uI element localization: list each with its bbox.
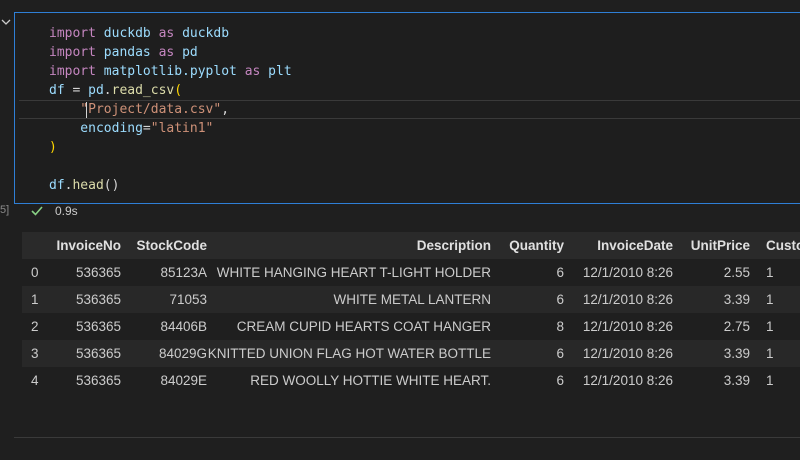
- current-line-highlight: [19, 100, 800, 119]
- header-background: [22, 232, 800, 259]
- code-token: matplotlib.pyplot: [95, 64, 245, 79]
- table-cell: 84406B: [160, 319, 207, 334]
- code-editor[interactable]: [19, 14, 800, 200]
- row-index: 1: [31, 292, 39, 307]
- column-header: InvoiceDate: [597, 238, 673, 253]
- table-cell: 12/1/2010 8:26: [582, 373, 673, 388]
- code-token: .: [64, 178, 73, 193]
- table-cell: 1: [766, 319, 774, 334]
- code-token: import: [49, 45, 96, 60]
- table-cell: RED WOOLLY HOTTIE WHITE HEART.: [250, 373, 491, 388]
- code-token: "Project/data.csv": [49, 102, 222, 117]
- row-index: 0: [31, 265, 39, 280]
- table-cell: 1: [766, 346, 774, 361]
- code-token: ,: [221, 102, 230, 117]
- column-header: InvoiceNo: [56, 238, 121, 253]
- code-token: "latin1": [150, 121, 214, 136]
- table-cell: 8: [556, 319, 564, 334]
- status-icon: [31, 206, 43, 216]
- code-token: as: [158, 26, 175, 41]
- code-line: df.head(): [49, 176, 119, 195]
- table-cell: 3.39: [723, 292, 750, 307]
- code-token: read_csv: [111, 83, 175, 98]
- table-cell: 6: [556, 373, 564, 388]
- table-cell: CREAM CUPID HEARTS COAT HANGER: [236, 319, 491, 334]
- collapse-chevron[interactable]: [0, 16, 12, 28]
- code-token: ): [49, 140, 57, 155]
- code-token: duckdb: [95, 26, 159, 41]
- code-line: encoding="latin1": [49, 119, 213, 138]
- execution-time: 0.9s: [55, 204, 78, 218]
- code-token: as: [244, 64, 261, 79]
- code-line: ): [49, 138, 57, 157]
- table-cell: 1: [766, 265, 774, 280]
- table-cell: 2.55: [723, 265, 750, 280]
- table-cell: 84029G: [158, 346, 207, 361]
- table-cell: 12/1/2010 8:26: [582, 265, 673, 280]
- row-index: 4: [31, 373, 39, 388]
- column-header: Quantity: [509, 238, 564, 253]
- row-index: 2: [31, 319, 39, 334]
- row-background: [22, 286, 800, 313]
- code-token: import: [49, 64, 96, 79]
- cell-separator: [14, 437, 800, 438]
- table-cell: 85123A: [160, 265, 207, 280]
- code-token: df: [49, 83, 65, 98]
- table-cell: 12/1/2010 8:26: [582, 319, 673, 334]
- code-token: pd: [88, 83, 104, 98]
- table-cell: 6: [556, 265, 564, 280]
- table-cell: 3.39: [723, 346, 750, 361]
- code-token: import: [49, 26, 96, 41]
- code-token: duckdb: [174, 26, 230, 41]
- code-token: (): [103, 178, 120, 193]
- table-cell: 536365: [75, 346, 121, 361]
- table-cell: 12/1/2010 8:26: [582, 346, 673, 361]
- row-index: 3: [31, 346, 39, 361]
- code-token: pd: [174, 45, 198, 60]
- code-line: "Project/data.csv",: [49, 100, 229, 119]
- column-header: StockCode: [136, 238, 207, 253]
- table-cell: 536365: [75, 292, 121, 307]
- table-cell: 3.39: [723, 373, 750, 388]
- table-cell: 536365: [75, 265, 121, 280]
- table-cell: 536365: [75, 373, 121, 388]
- table-cell: 1: [766, 373, 774, 388]
- code-token: head: [72, 178, 104, 193]
- chevron-icon: [1, 19, 11, 25]
- table-cell: 6: [556, 346, 564, 361]
- table-cell: 12/1/2010 8:26: [582, 292, 673, 307]
- code-line: import matplotlib.pyplot as plt: [49, 62, 292, 81]
- code-token: df: [49, 178, 65, 193]
- table-cell: 84029E: [160, 373, 207, 388]
- code-token: as: [158, 45, 175, 60]
- table-cell: 2.75: [723, 319, 750, 334]
- code-token: pandas: [95, 45, 159, 60]
- code-token: =: [64, 83, 89, 98]
- table-cell: KNITTED UNION FLAG HOT WATER BOTTLE: [207, 346, 491, 361]
- text-cursor: [86, 102, 87, 118]
- column-header: Description: [416, 238, 491, 253]
- code-line: df = pd.read_csv(: [49, 81, 182, 100]
- table-cell: 71053: [169, 292, 207, 307]
- row-background: [22, 340, 800, 367]
- code-line: import pandas as pd: [49, 43, 198, 62]
- code-token: (: [174, 83, 183, 98]
- code-token: plt: [260, 64, 292, 79]
- table-cell: WHITE HANGING HEART T-LIGHT HOLDER: [216, 265, 491, 280]
- table-cell: 6: [556, 292, 564, 307]
- code-token: =: [142, 121, 151, 136]
- table-cell: 1: [766, 292, 774, 307]
- column-header: Custo: [766, 238, 800, 253]
- cell-execution-label: 5]: [0, 204, 10, 216]
- table-cell: WHITE METAL LANTERN: [333, 292, 491, 307]
- column-header: UnitPrice: [690, 238, 750, 253]
- code-line: import duckdb as duckdb: [49, 24, 229, 43]
- table-cell: 536365: [75, 319, 121, 334]
- code-token: .: [103, 83, 112, 98]
- check-mark: [31, 206, 43, 216]
- code-token: encoding: [49, 121, 143, 136]
- output-table: InvoiceNo StockCode Description Quantity Inv…: [22, 232, 800, 394]
